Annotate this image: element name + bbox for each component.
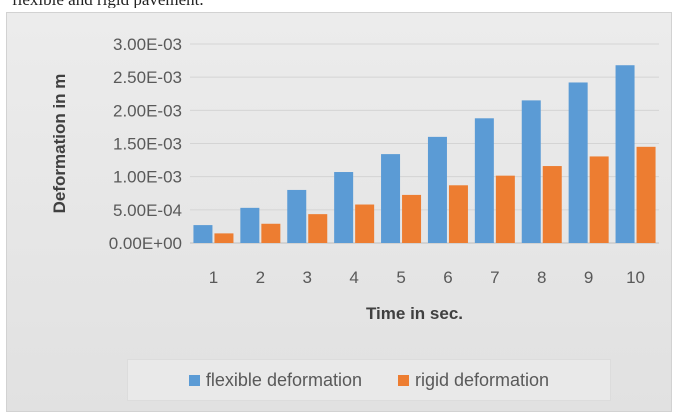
gridlines [190, 43, 659, 244]
bar-flexible [240, 207, 260, 243]
bar-rigid [495, 175, 515, 243]
y-tick-label: 0.00E+00 [109, 234, 182, 253]
x-tick-label: 2 [256, 268, 265, 287]
legend-item-flexible: flexible deformation [188, 369, 362, 391]
x-tick-label: 8 [537, 268, 546, 287]
x-tick-label: 4 [349, 268, 358, 287]
x-tick-label: 10 [626, 268, 645, 287]
legend-label-rigid: rigid deformation [415, 369, 550, 390]
chart-panel: 0.00E+00 5.00E-04 1.00E-03 1.50E-03 2.00E-03… [6, 12, 672, 412]
axes: 0.00E+00 5.00E-04 1.00E-03 1.50E-03 2.00E-03… [109, 35, 645, 287]
bar-flexible [193, 225, 213, 243]
bar-rigid [355, 204, 375, 243]
bars [193, 65, 656, 244]
x-tick-label: 5 [396, 268, 405, 287]
legend-label-flexible: flexible deformation [205, 369, 362, 390]
bar-flexible [334, 172, 354, 243]
chart-legend: flexible deformation rigid deformation [127, 359, 611, 401]
x-tick-label: 1 [209, 268, 218, 287]
bar-chart: 0.00E+00 5.00E-04 1.00E-03 1.50E-03 2.00E-03… [50, 35, 659, 323]
x-tick-label: 3 [303, 268, 312, 287]
y-tick-label: 1.00E-03 [113, 168, 182, 187]
y-tick-label: 3.00E-03 [113, 35, 182, 54]
bar-rigid [636, 146, 656, 243]
legend-item-rigid: rigid deformation [398, 370, 549, 391]
y-tick-label: 2.00E-03 [113, 101, 182, 120]
bar-flexible [474, 118, 494, 243]
y-axis-title: Deformation in m [50, 74, 69, 214]
bar-rigid [542, 166, 562, 243]
page-caption: flexible and rigid pavement. [0, 0, 678, 8]
bar-flexible [381, 154, 401, 243]
bar-flexible [615, 65, 635, 243]
y-tick-label: 5.00E-04 [113, 201, 182, 220]
y-tick-label: 2.50E-03 [113, 68, 182, 87]
x-tick-label: 6 [443, 268, 452, 287]
bar-flexible [287, 189, 307, 243]
bar-rigid [589, 156, 609, 243]
bar-flexible [568, 82, 588, 244]
y-tick-label: 1.50E-03 [113, 135, 182, 154]
bar-flexible [427, 136, 447, 243]
x-tick-label: 9 [584, 268, 593, 287]
bar-flexible [521, 100, 541, 243]
bar-rigid [261, 223, 281, 243]
legend-swatch-rigid [398, 374, 409, 386]
bar-rigid [308, 214, 328, 243]
x-tick-label: 7 [490, 268, 499, 287]
bar-rigid [402, 194, 422, 243]
bar-rigid [448, 185, 468, 243]
legend-swatch-flexible [188, 374, 200, 386]
x-axis-title: Time in sec. [366, 304, 463, 323]
bar-rigid [214, 233, 234, 243]
